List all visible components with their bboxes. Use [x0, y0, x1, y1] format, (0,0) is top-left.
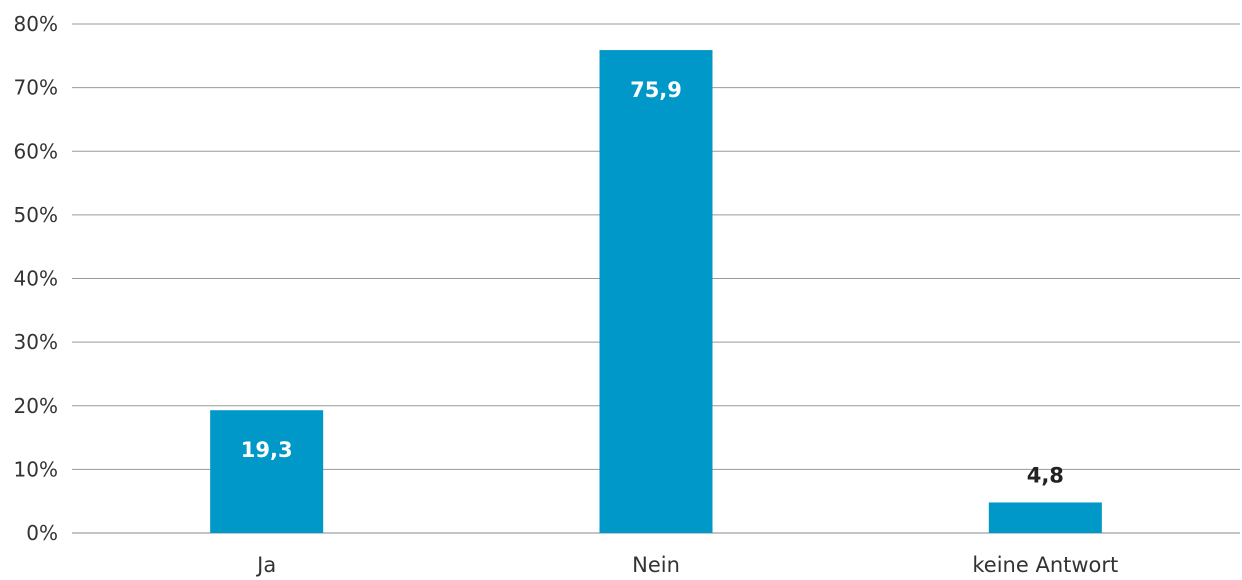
data-label: 19,3	[241, 438, 293, 462]
bar-ja	[210, 410, 324, 533]
bar-keine-antwort	[988, 502, 1102, 533]
x-tick-label: Ja	[255, 553, 276, 577]
x-axis: Ja Nein keine Antwort	[255, 553, 1118, 577]
y-tick-label: 30%	[14, 330, 58, 354]
y-tick-label: 70%	[14, 76, 58, 100]
data-label: 4,8	[1027, 463, 1064, 487]
y-tick-label: 80%	[14, 12, 58, 36]
y-tick-label: 0%	[26, 521, 58, 545]
y-tick-label: 50%	[14, 203, 58, 227]
data-label: 75,9	[630, 78, 682, 102]
y-tick-label: 40%	[14, 267, 58, 291]
bars: 19,3 75,9 4,8	[210, 50, 1102, 534]
x-tick-label: Nein	[632, 553, 680, 577]
y-tick-label: 10%	[14, 457, 58, 481]
x-tick-label: keine Antwort	[972, 553, 1118, 577]
y-axis: 0% 10% 20% 30% 40% 50% 60% 70% 80%	[14, 12, 58, 545]
y-tick-label: 20%	[14, 394, 58, 418]
y-tick-label: 60%	[14, 139, 58, 163]
bar-nein	[599, 50, 713, 534]
